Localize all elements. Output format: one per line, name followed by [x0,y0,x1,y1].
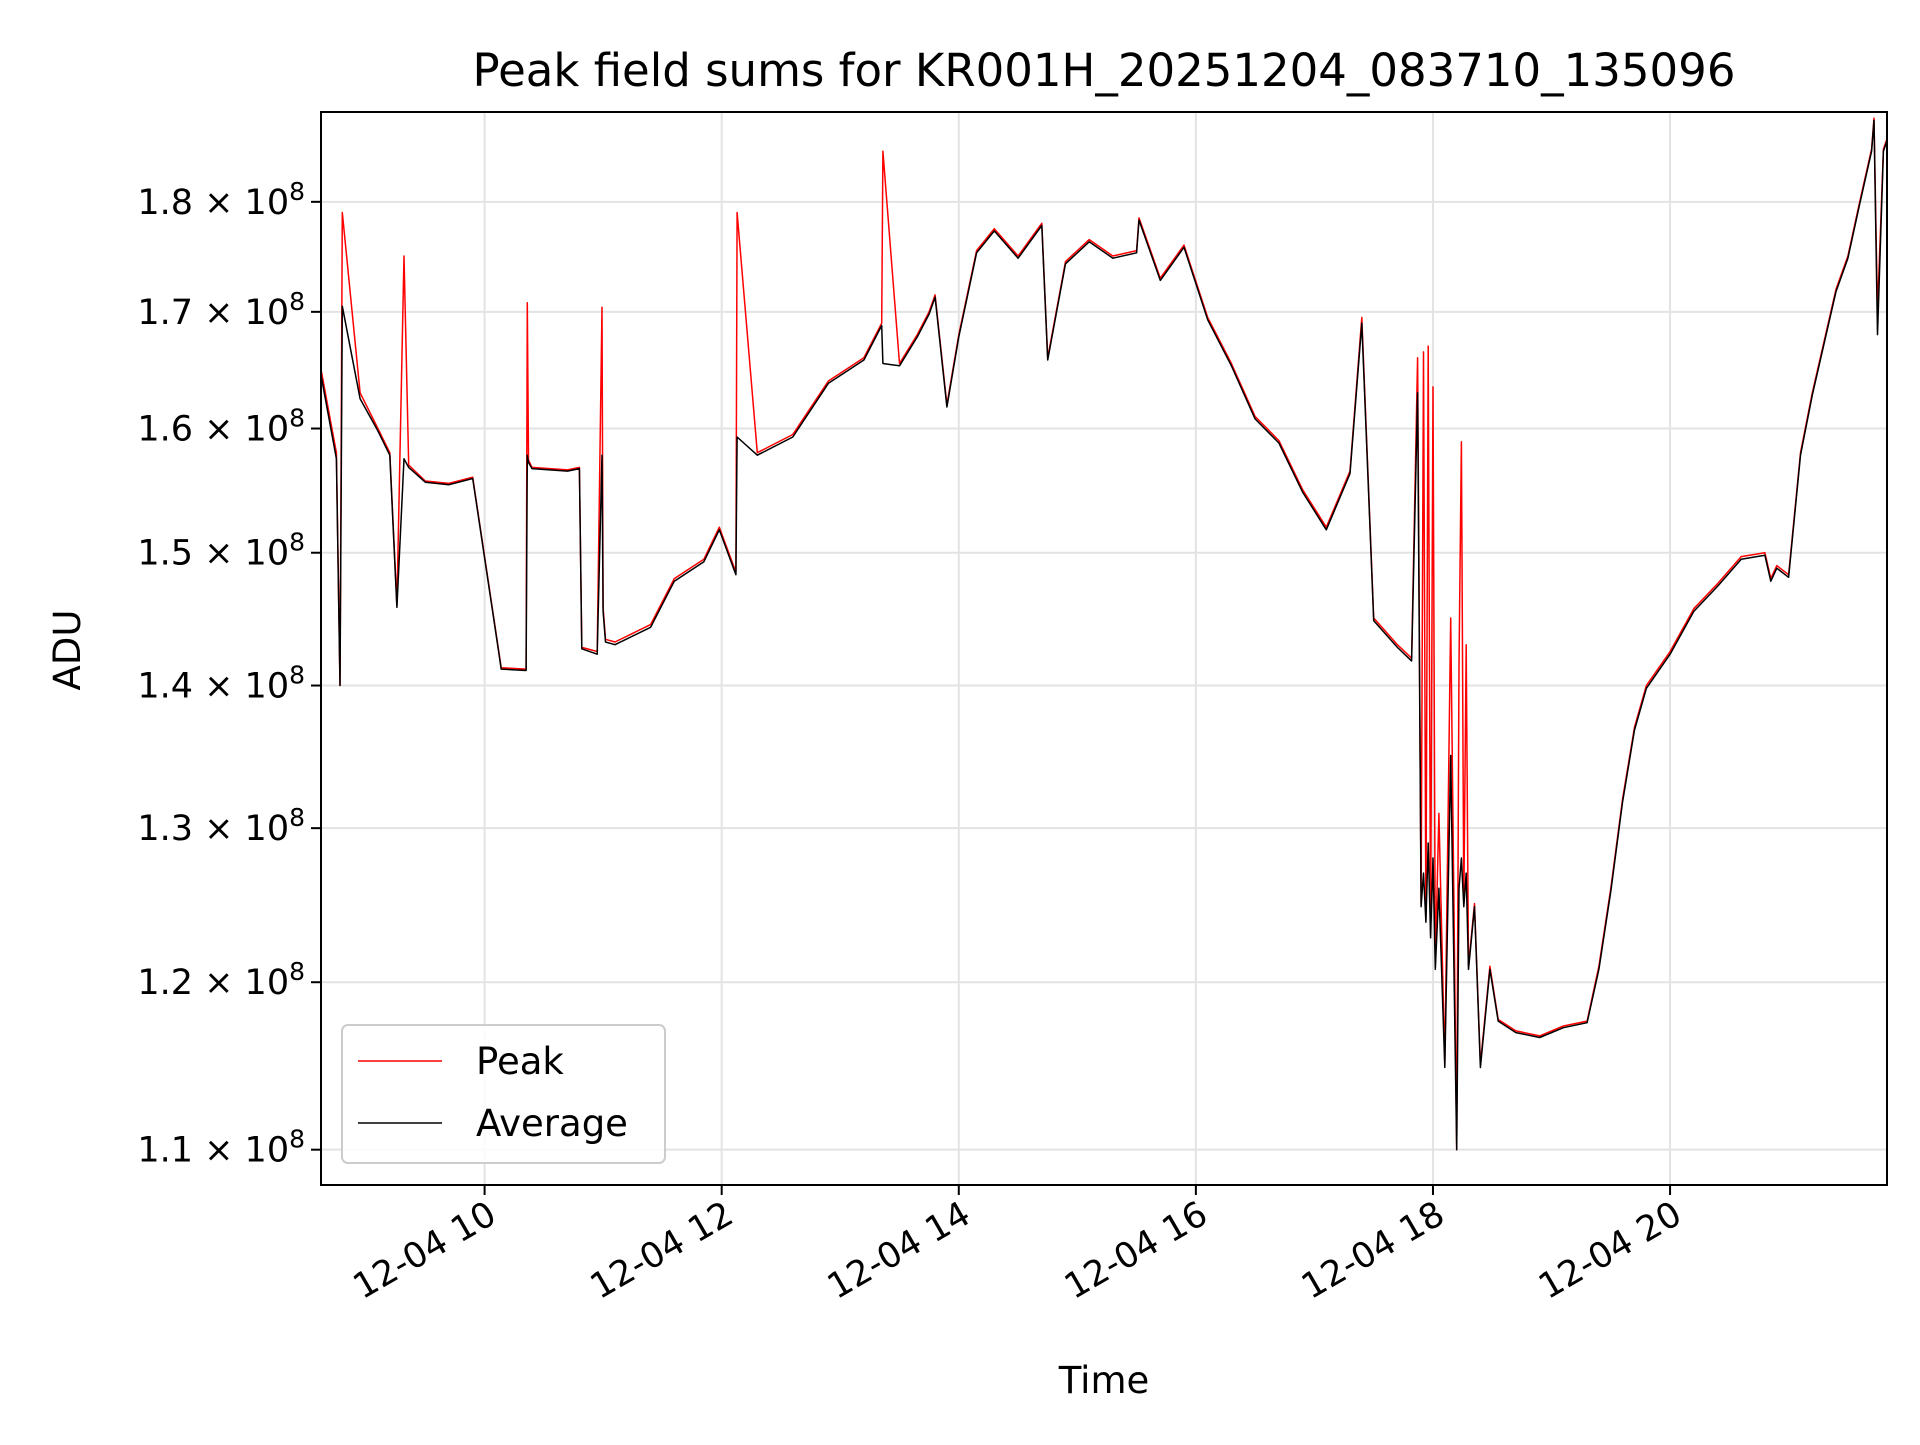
grid [321,112,1887,1185]
x-axis-label: Time [1058,1359,1150,1402]
legend: Peak Average [341,1024,666,1164]
y-tick-label: 1.8 × 108 [137,177,305,223]
y-tick-label: 1.7 × 108 [137,287,305,333]
y-tick-label: 1.5 × 108 [137,528,305,574]
legend-box [341,1024,666,1164]
y-tick-label: 1.2 × 108 [137,957,305,1003]
chart-title: Peak field sums for KR001H_20251204_0837… [473,44,1736,97]
y-tick-label: 1.6 × 108 [137,404,305,450]
legend-label-peak: Peak [476,1040,564,1083]
legend-label-average: Average [476,1102,628,1145]
plot-frame [320,111,1888,1186]
y-axis-label: ADU [46,610,89,691]
y-tick-label: 1.4 × 108 [137,661,305,707]
series-layer [321,117,1887,1151]
y-tick-label: 1.1 × 108 [137,1125,305,1171]
y-axis: 1.1 × 108 1.2 × 108 1.3 × 108 1.4 × 108 1.5 … [137,177,321,1171]
series-line-average [321,119,1887,1151]
y-tick-label: 1.3 × 108 [137,803,305,849]
